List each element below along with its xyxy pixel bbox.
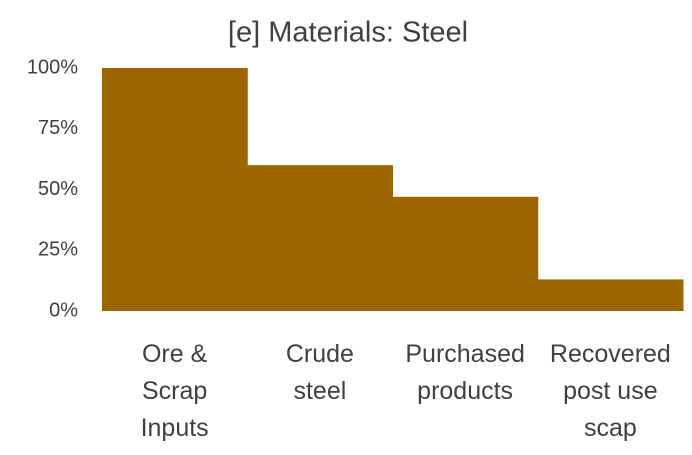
y-tick-label: 0% [49,299,78,321]
x-tick-label: Recovered post use scap [549,340,671,442]
bar [247,165,393,311]
y-tick-label: 75% [38,117,78,139]
x-tick-label: Crude steel [285,340,354,405]
chart-title: [e] Materials: Steel [228,17,468,49]
y-tick-label: 25% [38,239,78,261]
bar [102,68,248,311]
y-tick-label: 100% [27,56,78,78]
y-tick-label: 50% [38,178,78,200]
x-tick-label: Purchased products [405,340,525,405]
bar [537,279,684,311]
x-tick-label: Ore & Scrap Inputs [140,340,209,442]
bar [392,196,539,311]
